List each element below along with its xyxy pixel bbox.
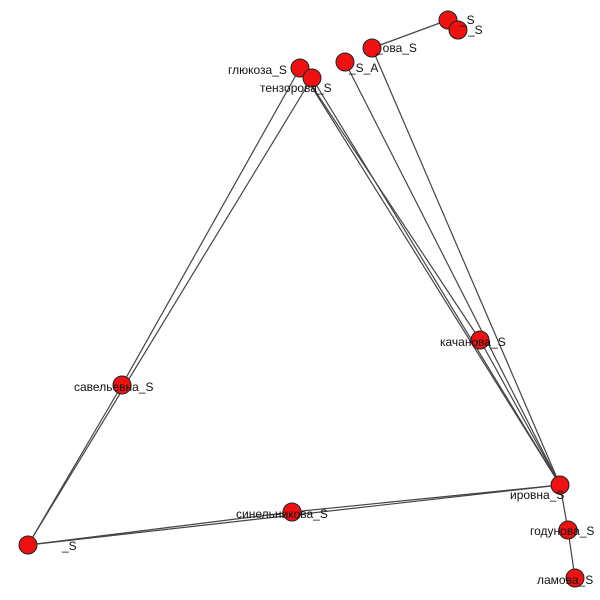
node-savelievna (112, 375, 132, 395)
node-top_cluster_c (335, 52, 355, 72)
edge-layer (27, 19, 576, 579)
node-sinelnikova (282, 502, 302, 522)
edge-kachanova-right_cluster_a (479, 339, 561, 486)
node-top_cluster_d (362, 38, 382, 58)
node-label-top_cluster_c: _S_A (348, 61, 378, 75)
edge-top_cluster_b-left_cluster_a (27, 77, 313, 546)
node-label-kachanova: качанова_S (440, 335, 506, 349)
node-label-top_cluster_b: тензорова_S (260, 81, 332, 95)
edge-top_cluster_a-savelievna (121, 67, 301, 386)
edge-top_cluster_d-right_cluster_a (371, 47, 561, 486)
node-label-sinelnikova: синельникова_S (236, 507, 328, 521)
node-layer (18, 10, 585, 588)
node-label-savelievna: савельевна_S (74, 380, 153, 394)
node-kachanova (470, 330, 490, 350)
node-label-left_cluster_a: _S (61, 539, 77, 553)
node-right_cluster_a (550, 475, 570, 495)
label-layer: глюкоза_Sтензорова_S_S_A_ова_S_S_Sкачано… (61, 13, 594, 587)
node-bottomright_a (558, 520, 578, 540)
edge-top_cluster_a-right_cluster_a (299, 67, 561, 486)
edge-top_cluster_c-right_cluster_a (344, 61, 561, 486)
edge-top_cluster_b-right_cluster_a (311, 77, 561, 486)
node-label-bottomright_b: ламова_S (537, 573, 593, 587)
node-label-right_cluster_a: ировна_S (510, 488, 564, 502)
node-bottomright_b (565, 568, 585, 588)
node-label-top_cluster_a: глюкоза_S (228, 63, 287, 77)
node-label-top_cluster_d: _ова_S (375, 41, 417, 55)
node-label-bottomright_a: годунова_S (530, 524, 594, 538)
node-top_cluster_b (302, 68, 322, 88)
node-label-topright_a: _S (459, 13, 475, 27)
node-label-topright_b: _S (467, 23, 483, 37)
node-topright_b (448, 20, 468, 40)
node-left_cluster_a (18, 535, 38, 555)
edge-top_cluster_d-topright_a (371, 19, 449, 49)
edge-top_cluster_a-kachanova (299, 67, 481, 341)
